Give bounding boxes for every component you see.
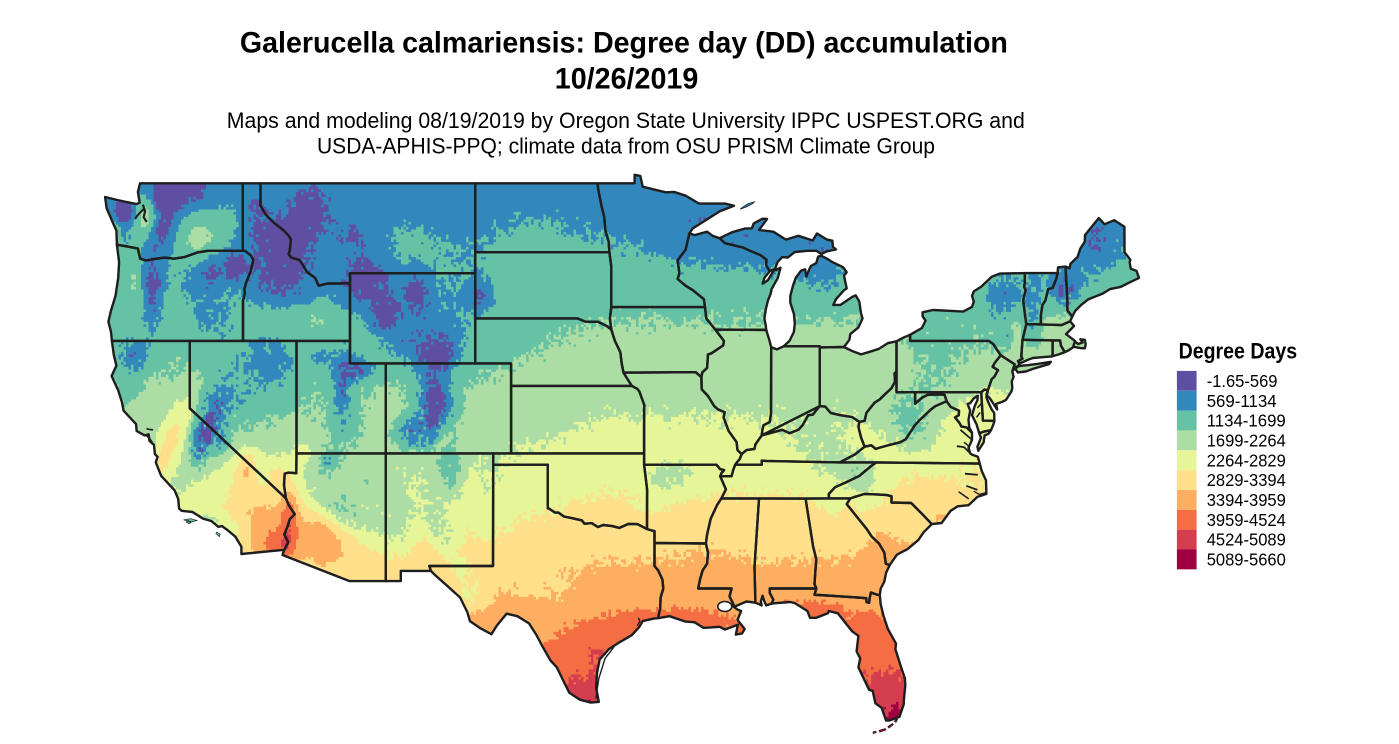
svg-text:2264-2829: 2264-2829 <box>1207 450 1286 470</box>
svg-text:10/26/2019: 10/26/2019 <box>555 63 699 96</box>
svg-text:1134-1699: 1134-1699 <box>1207 411 1286 431</box>
svg-text:569-1134: 569-1134 <box>1207 391 1277 411</box>
svg-text:3394-3959: 3394-3959 <box>1207 490 1286 510</box>
svg-text:2829-3394: 2829-3394 <box>1207 470 1286 490</box>
svg-text:4524-5089: 4524-5089 <box>1207 530 1286 550</box>
svg-text:3959-4524: 3959-4524 <box>1207 510 1286 530</box>
svg-text:1699-2264: 1699-2264 <box>1207 430 1286 450</box>
svg-text:5089-5660: 5089-5660 <box>1207 550 1286 570</box>
svg-text:USDA-APHIS-PPQ; climate data f: USDA-APHIS-PPQ; climate data from OSU PR… <box>317 133 935 158</box>
svg-text:Maps and modeling 08/19/2019 b: Maps and modeling 08/19/2019 by Oregon S… <box>227 108 1025 133</box>
svg-text:-1.65-569: -1.65-569 <box>1207 371 1278 391</box>
svg-text:Galerucella calmariensis: Degr: Galerucella calmariensis: Degree day (DD… <box>240 26 1008 59</box>
svg-text:Degree Days: Degree Days <box>1179 338 1298 363</box>
